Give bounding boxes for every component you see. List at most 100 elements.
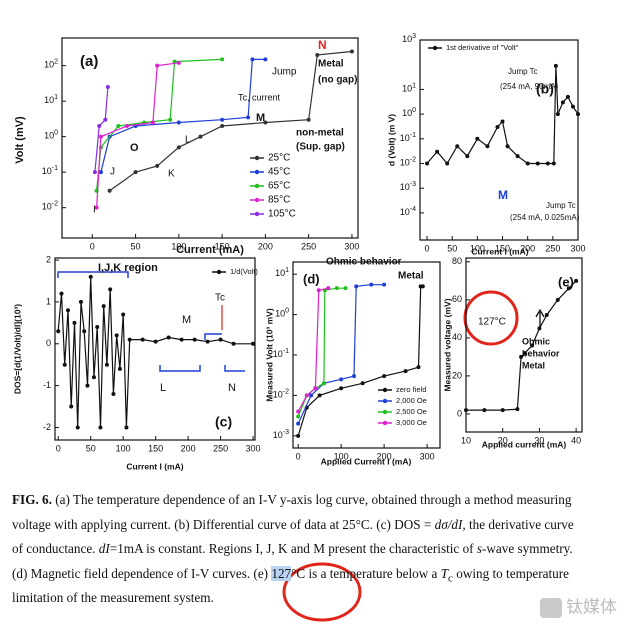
data-point bbox=[246, 115, 251, 120]
tick-label: 10-3 bbox=[273, 429, 289, 441]
plot-frame bbox=[465, 257, 583, 433]
tick-base: 10 bbox=[44, 60, 54, 70]
data-point bbox=[88, 274, 93, 279]
legend-label: 2,000 Oe bbox=[396, 396, 427, 405]
data-point bbox=[326, 286, 331, 291]
tick-base: 10 bbox=[44, 96, 54, 106]
tick-label: 300 bbox=[344, 241, 359, 251]
data-point bbox=[576, 112, 580, 117]
annotation: (d) bbox=[303, 271, 320, 286]
data-point bbox=[519, 354, 524, 359]
legend-label: zero field bbox=[396, 385, 426, 394]
data-point bbox=[309, 393, 314, 398]
tick-exp: 0 bbox=[285, 307, 289, 314]
data-point bbox=[124, 425, 129, 430]
tick-label: 1 bbox=[46, 296, 51, 306]
data-point bbox=[551, 161, 556, 166]
caption-run: voltage with applying current. (b) Diffe… bbox=[12, 516, 435, 532]
tick-label: 0 bbox=[457, 408, 462, 418]
data-point bbox=[500, 119, 505, 124]
annotation: M bbox=[256, 112, 265, 124]
data-point bbox=[192, 337, 197, 342]
tick-label: 0 bbox=[46, 338, 51, 348]
data-point bbox=[114, 333, 119, 338]
tick-base: 10 bbox=[273, 390, 283, 400]
data-point bbox=[82, 329, 87, 334]
y-axis-label: DOS=[d(1/Volt)/dI](10³) bbox=[12, 304, 22, 394]
tick-label: 101 bbox=[402, 82, 416, 94]
plot-frame bbox=[61, 37, 359, 239]
plot-frame bbox=[419, 39, 579, 241]
data-point bbox=[304, 393, 309, 398]
legend-marker bbox=[382, 387, 388, 393]
series-line bbox=[100, 58, 266, 173]
data-point bbox=[172, 59, 177, 64]
legend-label: 1st derivative of "Volt" bbox=[446, 43, 519, 52]
caption-run: s bbox=[476, 541, 483, 556]
tick-label: -2 bbox=[43, 422, 51, 432]
data-point bbox=[360, 381, 365, 386]
annotation: Metal bbox=[318, 59, 344, 70]
data-point bbox=[306, 117, 311, 122]
data-point bbox=[155, 163, 160, 168]
legend-marker bbox=[382, 398, 388, 404]
tick-label: 200 bbox=[377, 451, 392, 461]
tick-label: 150 bbox=[148, 443, 163, 453]
tick-label: 0 bbox=[56, 443, 61, 453]
tick-label: 10-2 bbox=[42, 201, 58, 213]
tick-base: 10 bbox=[402, 34, 412, 44]
data-point bbox=[263, 120, 268, 125]
data-point bbox=[121, 312, 126, 317]
tick-label: 200 bbox=[181, 443, 196, 453]
data-point bbox=[525, 161, 530, 166]
caption-run: FIG. 6. bbox=[12, 492, 52, 507]
data-point bbox=[108, 287, 113, 292]
data-point bbox=[101, 304, 106, 309]
data-point bbox=[220, 117, 225, 122]
data-point bbox=[231, 341, 236, 346]
data-point bbox=[317, 393, 322, 398]
data-point bbox=[95, 325, 100, 330]
data-point bbox=[420, 284, 425, 289]
tick-label: 101 bbox=[275, 267, 289, 279]
data-point bbox=[416, 365, 421, 370]
tick-label: 250 bbox=[545, 243, 560, 253]
annotation: (e) bbox=[558, 274, 574, 289]
tick-label: 10 bbox=[461, 435, 471, 445]
data-point bbox=[116, 123, 121, 128]
data-point bbox=[425, 161, 430, 166]
annotation: 127°C bbox=[478, 317, 506, 328]
tick-label: 20 bbox=[498, 435, 508, 445]
tick-label: 20 bbox=[452, 370, 462, 380]
data-point bbox=[560, 100, 565, 105]
tick-label: 10-2 bbox=[400, 156, 416, 168]
series-line bbox=[297, 285, 423, 436]
data-point bbox=[78, 299, 83, 304]
tick-label: 60 bbox=[452, 294, 462, 304]
tick-base: 10 bbox=[275, 309, 285, 319]
data-point bbox=[566, 286, 571, 291]
tick-label: 300 bbox=[246, 443, 261, 453]
annotation: I,J,K region bbox=[98, 262, 158, 274]
legend-marker bbox=[254, 211, 260, 217]
y-axis-label: Volt (mV) bbox=[14, 116, 26, 164]
data-point bbox=[545, 161, 550, 166]
data-point bbox=[500, 408, 505, 413]
tick-label: 100 bbox=[334, 451, 349, 461]
tick-exp: -3 bbox=[410, 181, 416, 188]
caption-run: , the derivative curve bbox=[462, 516, 574, 532]
tick-label: -1 bbox=[43, 380, 51, 390]
data-point bbox=[75, 425, 80, 430]
annotation: (b) bbox=[536, 81, 554, 97]
data-point bbox=[339, 377, 344, 382]
data-point bbox=[98, 425, 103, 430]
tick-label: 200 bbox=[520, 243, 535, 253]
tick-label: 300 bbox=[420, 451, 435, 461]
data-point bbox=[176, 60, 181, 65]
series-line bbox=[94, 86, 109, 173]
tick-exp: -4 bbox=[410, 206, 416, 213]
data-point bbox=[315, 52, 320, 57]
data-point bbox=[296, 409, 301, 414]
annotation: N bbox=[228, 382, 236, 394]
